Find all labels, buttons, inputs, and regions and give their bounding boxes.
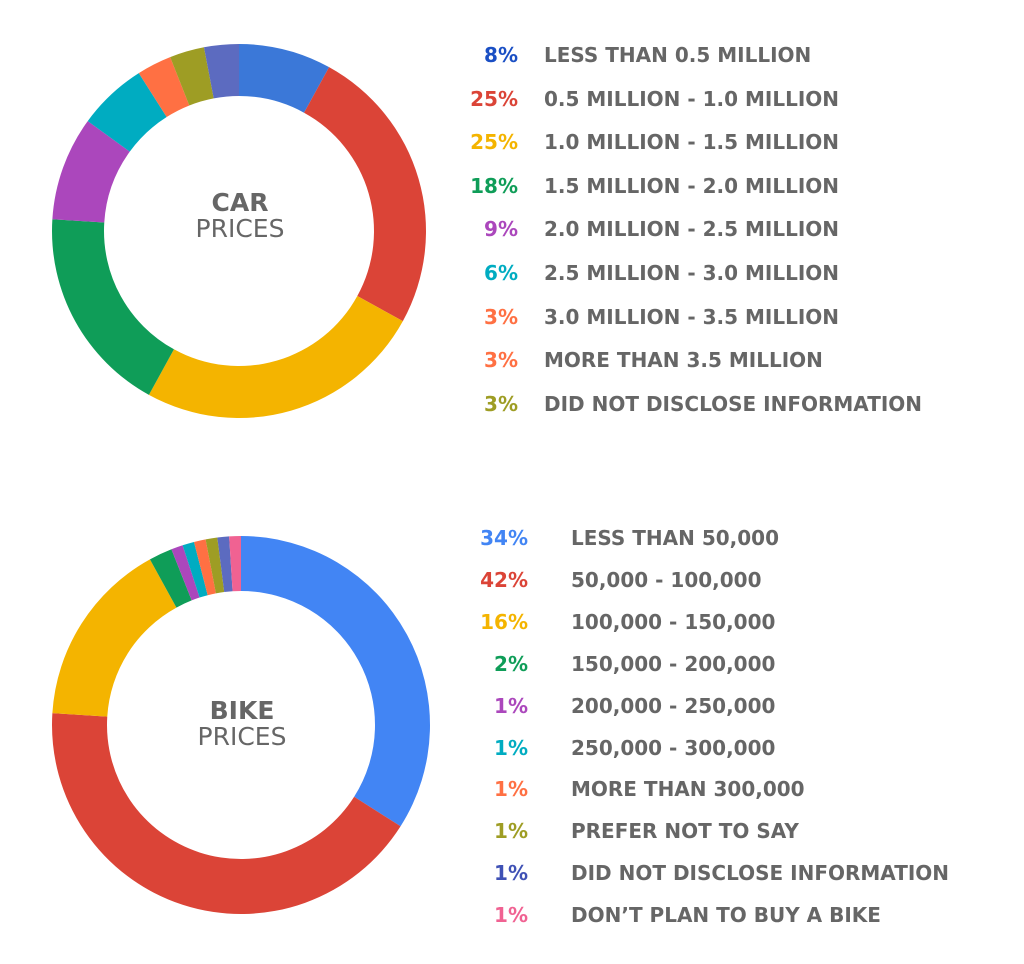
bike-slice-6 <box>182 541 208 598</box>
car-prices-donut <box>52 44 426 418</box>
bike-legend-label: MORE THAN 300,000 <box>571 777 805 802</box>
car-slice-9 <box>203 44 239 99</box>
bike-legend-item: 42% 50,000 - 100,000 <box>0 565 762 595</box>
car-legend-label: 0.5 MILLION - 1.0 MILLION <box>544 86 840 111</box>
car-legend-label: LESS THAN 0.5 MILLION <box>544 43 812 67</box>
car-legend-percent: 18% <box>470 173 518 198</box>
car-center-title: CAR <box>211 188 269 217</box>
car-slice-8 <box>170 47 214 106</box>
car-legend-label: 1.0 MILLION - 1.5 MILLION <box>544 130 840 155</box>
car-legend-percent: 3% <box>484 348 518 373</box>
car-slice-1 <box>239 44 330 113</box>
car-legend-item: 3% MORE THAN 3.5 MILLION <box>0 345 823 375</box>
car-legend-item: 6% 2.5 MILLION - 3.0 MILLION <box>0 258 839 288</box>
bike-legend-item: 1% PREFER NOT TO SAY <box>0 816 799 846</box>
car-slice-7 <box>138 57 190 118</box>
bike-legend-label: 150,000 - 200,000 <box>571 651 776 676</box>
bike-legend-label: LESS THAN 50,000 <box>571 526 780 550</box>
car-center-subtitle: PRICES <box>195 214 285 243</box>
car-legend-item: 25% 1.0 MILLION - 1.5 MILLION <box>0 127 839 157</box>
bike-legend-percent: 34% <box>480 526 528 550</box>
bike-center-label: BIKE PRICES <box>162 698 322 749</box>
car-slice-3 <box>148 296 403 418</box>
car-slice-2 <box>304 67 426 322</box>
bike-legend-label: 100,000 - 150,000 <box>571 609 776 634</box>
bike-center-subtitle: PRICES <box>197 722 287 751</box>
bike-legend-label: DON’T PLAN TO BUY A BIKE <box>571 903 881 928</box>
car-legend-percent: 3% <box>484 304 518 329</box>
bike-legend-label: PREFER NOT TO SAY <box>571 819 799 844</box>
bike-slice-5 <box>171 545 200 601</box>
car-legend-percent: 25% <box>470 86 518 111</box>
bike-legend-item: 2% 150,000 - 200,000 <box>0 649 775 679</box>
bike-slice-4 <box>149 549 192 608</box>
bike-legend-item: 1% 250,000 - 300,000 <box>0 733 775 763</box>
bike-legend-item: 1% DON’T PLAN TO BUY A BIKE <box>0 900 881 930</box>
car-legend-item: 25% 0.5 MILLION - 1.0 MILLION <box>0 84 839 114</box>
car-slice-5 <box>52 121 130 223</box>
car-legend-percent: 9% <box>484 217 518 242</box>
bike-prices-donut <box>52 536 430 914</box>
car-slice-4 <box>52 219 174 395</box>
bike-slice-7 <box>193 539 216 596</box>
bike-slice-3 <box>52 559 177 717</box>
bike-legend-percent: 1% <box>494 861 528 886</box>
bike-slice-8 <box>205 537 225 594</box>
car-legend-label: 2.0 MILLION - 2.5 MILLION <box>544 217 840 242</box>
bike-center-title: BIKE <box>209 696 275 725</box>
bike-legend-percent: 42% <box>480 567 528 592</box>
car-slice-6 <box>87 73 167 152</box>
car-legend-percent: 8% <box>484 43 518 67</box>
car-center-label: CAR PRICES <box>160 190 320 241</box>
car-legend-percent: 25% <box>470 130 518 155</box>
car-legend-item: 8% LESS THAN 0.5 MILLION <box>0 40 811 70</box>
bike-legend-percent: 2% <box>494 651 528 676</box>
bike-legend-percent: 1% <box>494 693 528 718</box>
bike-legend-item: 1% 200,000 - 250,000 <box>0 691 775 721</box>
car-legend-label: MORE THAN 3.5 MILLION <box>544 348 823 373</box>
bike-legend-item: 16% 100,000 - 150,000 <box>0 607 775 637</box>
bike-legend-percent: 1% <box>494 777 528 802</box>
bike-legend-label: 250,000 - 300,000 <box>571 735 776 760</box>
car-legend-item: 18% 1.5 MILLION - 2.0 MILLION <box>0 171 839 201</box>
car-legend-item: 9% 2.0 MILLION - 2.5 MILLION <box>0 214 839 244</box>
bike-legend-label: 50,000 - 100,000 <box>571 567 762 592</box>
bike-legend-percent: 1% <box>494 819 528 844</box>
bike-legend-label: DID NOT DISCLOSE INFORMATION <box>571 861 950 886</box>
bike-legend-percent: 1% <box>494 735 528 760</box>
bike-legend-percent: 1% <box>494 903 528 928</box>
bike-legend-item: 34% LESS THAN 50,000 <box>0 523 779 553</box>
bike-slice-9 <box>217 536 233 593</box>
car-legend-percent: 3% <box>484 391 518 416</box>
car-legend-label: 2.5 MILLION - 3.0 MILLION <box>544 261 840 285</box>
bike-legend-item: 1% DID NOT DISCLOSE INFORMATION <box>0 858 949 888</box>
bike-slice-2 <box>52 713 401 914</box>
car-legend-label: 3.0 MILLION - 3.5 MILLION <box>544 304 840 329</box>
bike-legend-percent: 16% <box>480 609 528 634</box>
bike-slice-1 <box>241 536 430 827</box>
bike-legend-item: 1% MORE THAN 300,000 <box>0 774 805 804</box>
car-legend-label: DID NOT DISCLOSE INFORMATION <box>544 391 923 416</box>
bike-legend-label: 200,000 - 250,000 <box>571 693 776 718</box>
bike-slice-10 <box>229 536 241 592</box>
car-legend-item: 3% DID NOT DISCLOSE INFORMATION <box>0 389 922 419</box>
car-legend-item: 3% 3.0 MILLION - 3.5 MILLION <box>0 302 839 332</box>
car-legend-percent: 6% <box>484 261 518 285</box>
car-legend-label: 1.5 MILLION - 2.0 MILLION <box>544 173 840 198</box>
